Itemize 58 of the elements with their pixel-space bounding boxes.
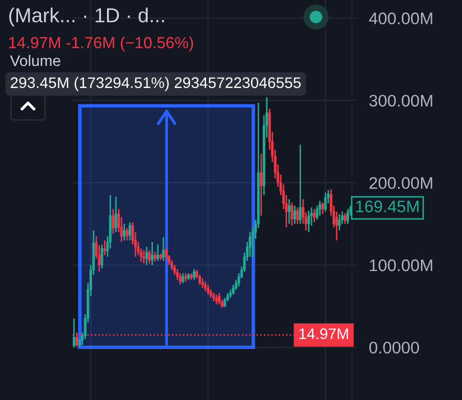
candlestick bbox=[321, 202, 324, 215]
candlestick bbox=[290, 202, 294, 226]
band-label: 293.45M (173294.51%) 293457223046555 bbox=[10, 76, 301, 92]
candlestick bbox=[201, 277, 204, 289]
candlestick bbox=[126, 227, 128, 242]
candlestick bbox=[218, 292, 221, 306]
candlestick bbox=[248, 231, 252, 258]
candlestick bbox=[318, 200, 322, 216]
candlestick bbox=[346, 208, 350, 225]
y-tick-label: 200.00M bbox=[370, 177, 432, 189]
candlestick bbox=[123, 223, 126, 242]
candlestick bbox=[173, 264, 176, 276]
text: 169.45M bbox=[356, 200, 418, 212]
candlestick bbox=[260, 153, 262, 216]
candlestick bbox=[288, 198, 290, 225]
candlestick bbox=[324, 192, 327, 212]
candlestick bbox=[176, 268, 179, 281]
candlestick bbox=[170, 259, 174, 271]
candlestick bbox=[112, 208, 114, 234]
candlestick bbox=[316, 205, 318, 220]
candlestick bbox=[204, 280, 207, 292]
candlestick bbox=[100, 244, 104, 270]
candlestick bbox=[142, 250, 146, 264]
candlestick bbox=[192, 268, 196, 281]
candlestick bbox=[312, 208, 316, 223]
candlestick bbox=[114, 196, 118, 233]
candlestick bbox=[156, 244, 160, 262]
candlestick bbox=[76, 332, 78, 348]
candlestick bbox=[150, 241, 154, 266]
candlestick bbox=[128, 222, 132, 242]
candlestick bbox=[299, 144, 302, 225]
candlestick bbox=[206, 284, 210, 296]
text: Volume bbox=[10, 54, 60, 66]
candlestick bbox=[154, 251, 156, 262]
candlestick bbox=[215, 294, 218, 306]
y-tick-label: 0.0000 bbox=[369, 342, 419, 354]
chart-title: (Mark... · 1D · d... bbox=[9, 8, 164, 26]
y-tick-label: 300.00M bbox=[369, 94, 432, 107]
candlestick bbox=[103, 240, 106, 256]
candlestick bbox=[148, 250, 151, 264]
candlestick bbox=[224, 297, 226, 308]
candlestick bbox=[232, 284, 235, 296]
candlestick bbox=[198, 274, 202, 286]
candlestick bbox=[293, 205, 296, 225]
candlestick bbox=[344, 212, 346, 225]
y-tick-label: 100.00M bbox=[370, 259, 432, 272]
candlestick bbox=[178, 272, 182, 286]
y-tick-label: 400.00M bbox=[369, 12, 432, 24]
candlestick bbox=[307, 210, 310, 233]
ref-line-label: 14.97M bbox=[299, 328, 348, 340]
candlestick bbox=[145, 246, 148, 266]
candlestick bbox=[162, 236, 165, 262]
candlestick bbox=[296, 206, 299, 225]
candlestick bbox=[72, 318, 76, 348]
candlestick bbox=[182, 272, 184, 284]
text: 14.97M -1.76M (−10.56%) bbox=[9, 36, 194, 52]
candlestick bbox=[338, 213, 341, 232]
candlestick bbox=[164, 246, 168, 261]
